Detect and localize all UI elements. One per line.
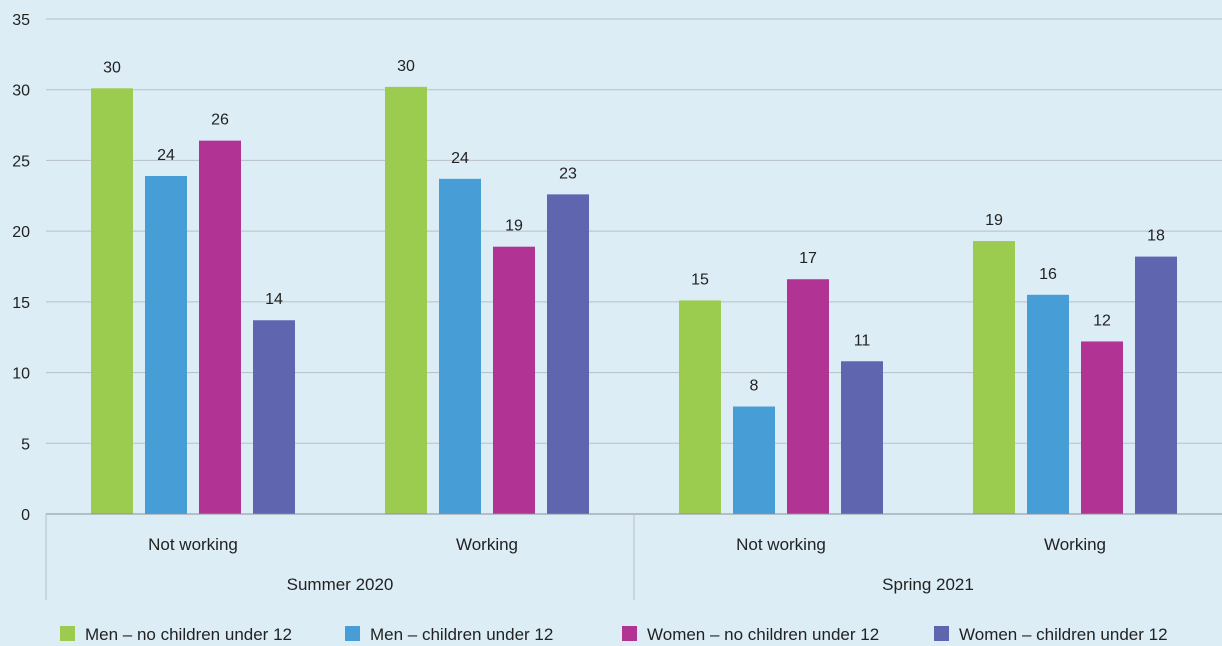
bar (253, 320, 295, 514)
gridlines (46, 18, 1222, 444)
bar (439, 178, 481, 515)
legend-label: Women – no children under 12 (647, 625, 879, 644)
bar (679, 300, 721, 514)
legend-label: Men – children under 12 (370, 625, 553, 644)
bar (547, 194, 589, 514)
y-axis-ticks: 0 5 10 15 20 25 30 35 (12, 12, 30, 524)
data-label: 24 (451, 150, 469, 167)
data-label: 23 (559, 165, 577, 182)
x-axis: Not working Working Not working Working Summ… (45, 513, 1222, 600)
x-category-label: Not working (736, 535, 826, 554)
bar (973, 241, 1015, 515)
x-category-label: Working (1044, 535, 1106, 554)
data-label: 16 (1039, 266, 1057, 283)
legend-swatch (345, 626, 360, 641)
data-label: 19 (505, 218, 523, 235)
data-label: 19 (985, 212, 1003, 229)
y-tick-label: 15 (12, 295, 30, 312)
data-label: 15 (691, 271, 709, 288)
data-label: 17 (799, 250, 817, 267)
y-tick-label: 10 (12, 366, 30, 383)
y-tick-label: 0 (21, 507, 30, 524)
legend-label: Men – no children under 12 (85, 625, 292, 644)
x-group-label: Summer 2020 (287, 575, 394, 594)
data-label: 12 (1093, 312, 1111, 329)
data-label: 11 (854, 332, 871, 349)
data-label: 26 (211, 112, 229, 129)
y-tick-label: 30 (12, 83, 30, 100)
bar (493, 246, 535, 514)
data-label: 18 (1147, 228, 1165, 245)
bar (1135, 256, 1177, 514)
y-tick-label: 5 (21, 436, 30, 453)
bar (733, 406, 775, 514)
x-category-label: Working (456, 535, 518, 554)
y-tick-label: 35 (12, 12, 30, 29)
data-label: 24 (157, 147, 175, 164)
bars (91, 86, 1177, 515)
legend-label: Women – children under 12 (959, 625, 1168, 644)
data-label: 30 (397, 58, 415, 75)
bar (787, 279, 829, 514)
x-category-label: Not working (148, 535, 238, 554)
legend-swatch (622, 626, 637, 641)
data-label: 8 (750, 378, 759, 395)
x-group-label: Spring 2021 (882, 575, 974, 594)
data-label: 30 (103, 59, 121, 76)
bar (385, 86, 427, 514)
legend-swatch (60, 626, 75, 641)
bar (199, 140, 241, 514)
legend-swatch (934, 626, 949, 641)
data-label: 14 (265, 291, 283, 308)
y-tick-label: 20 (12, 224, 30, 241)
bar (91, 88, 133, 515)
legend: Men – no children under 12 Men – children… (60, 625, 1168, 644)
y-tick-label: 25 (12, 153, 30, 170)
bar (1027, 294, 1069, 514)
bar (841, 361, 883, 514)
data-labels: 30 24 26 14 30 24 19 23 15 8 17 11 19 16 12 18 (103, 58, 1165, 395)
bar (145, 175, 187, 514)
bar (1081, 341, 1123, 514)
